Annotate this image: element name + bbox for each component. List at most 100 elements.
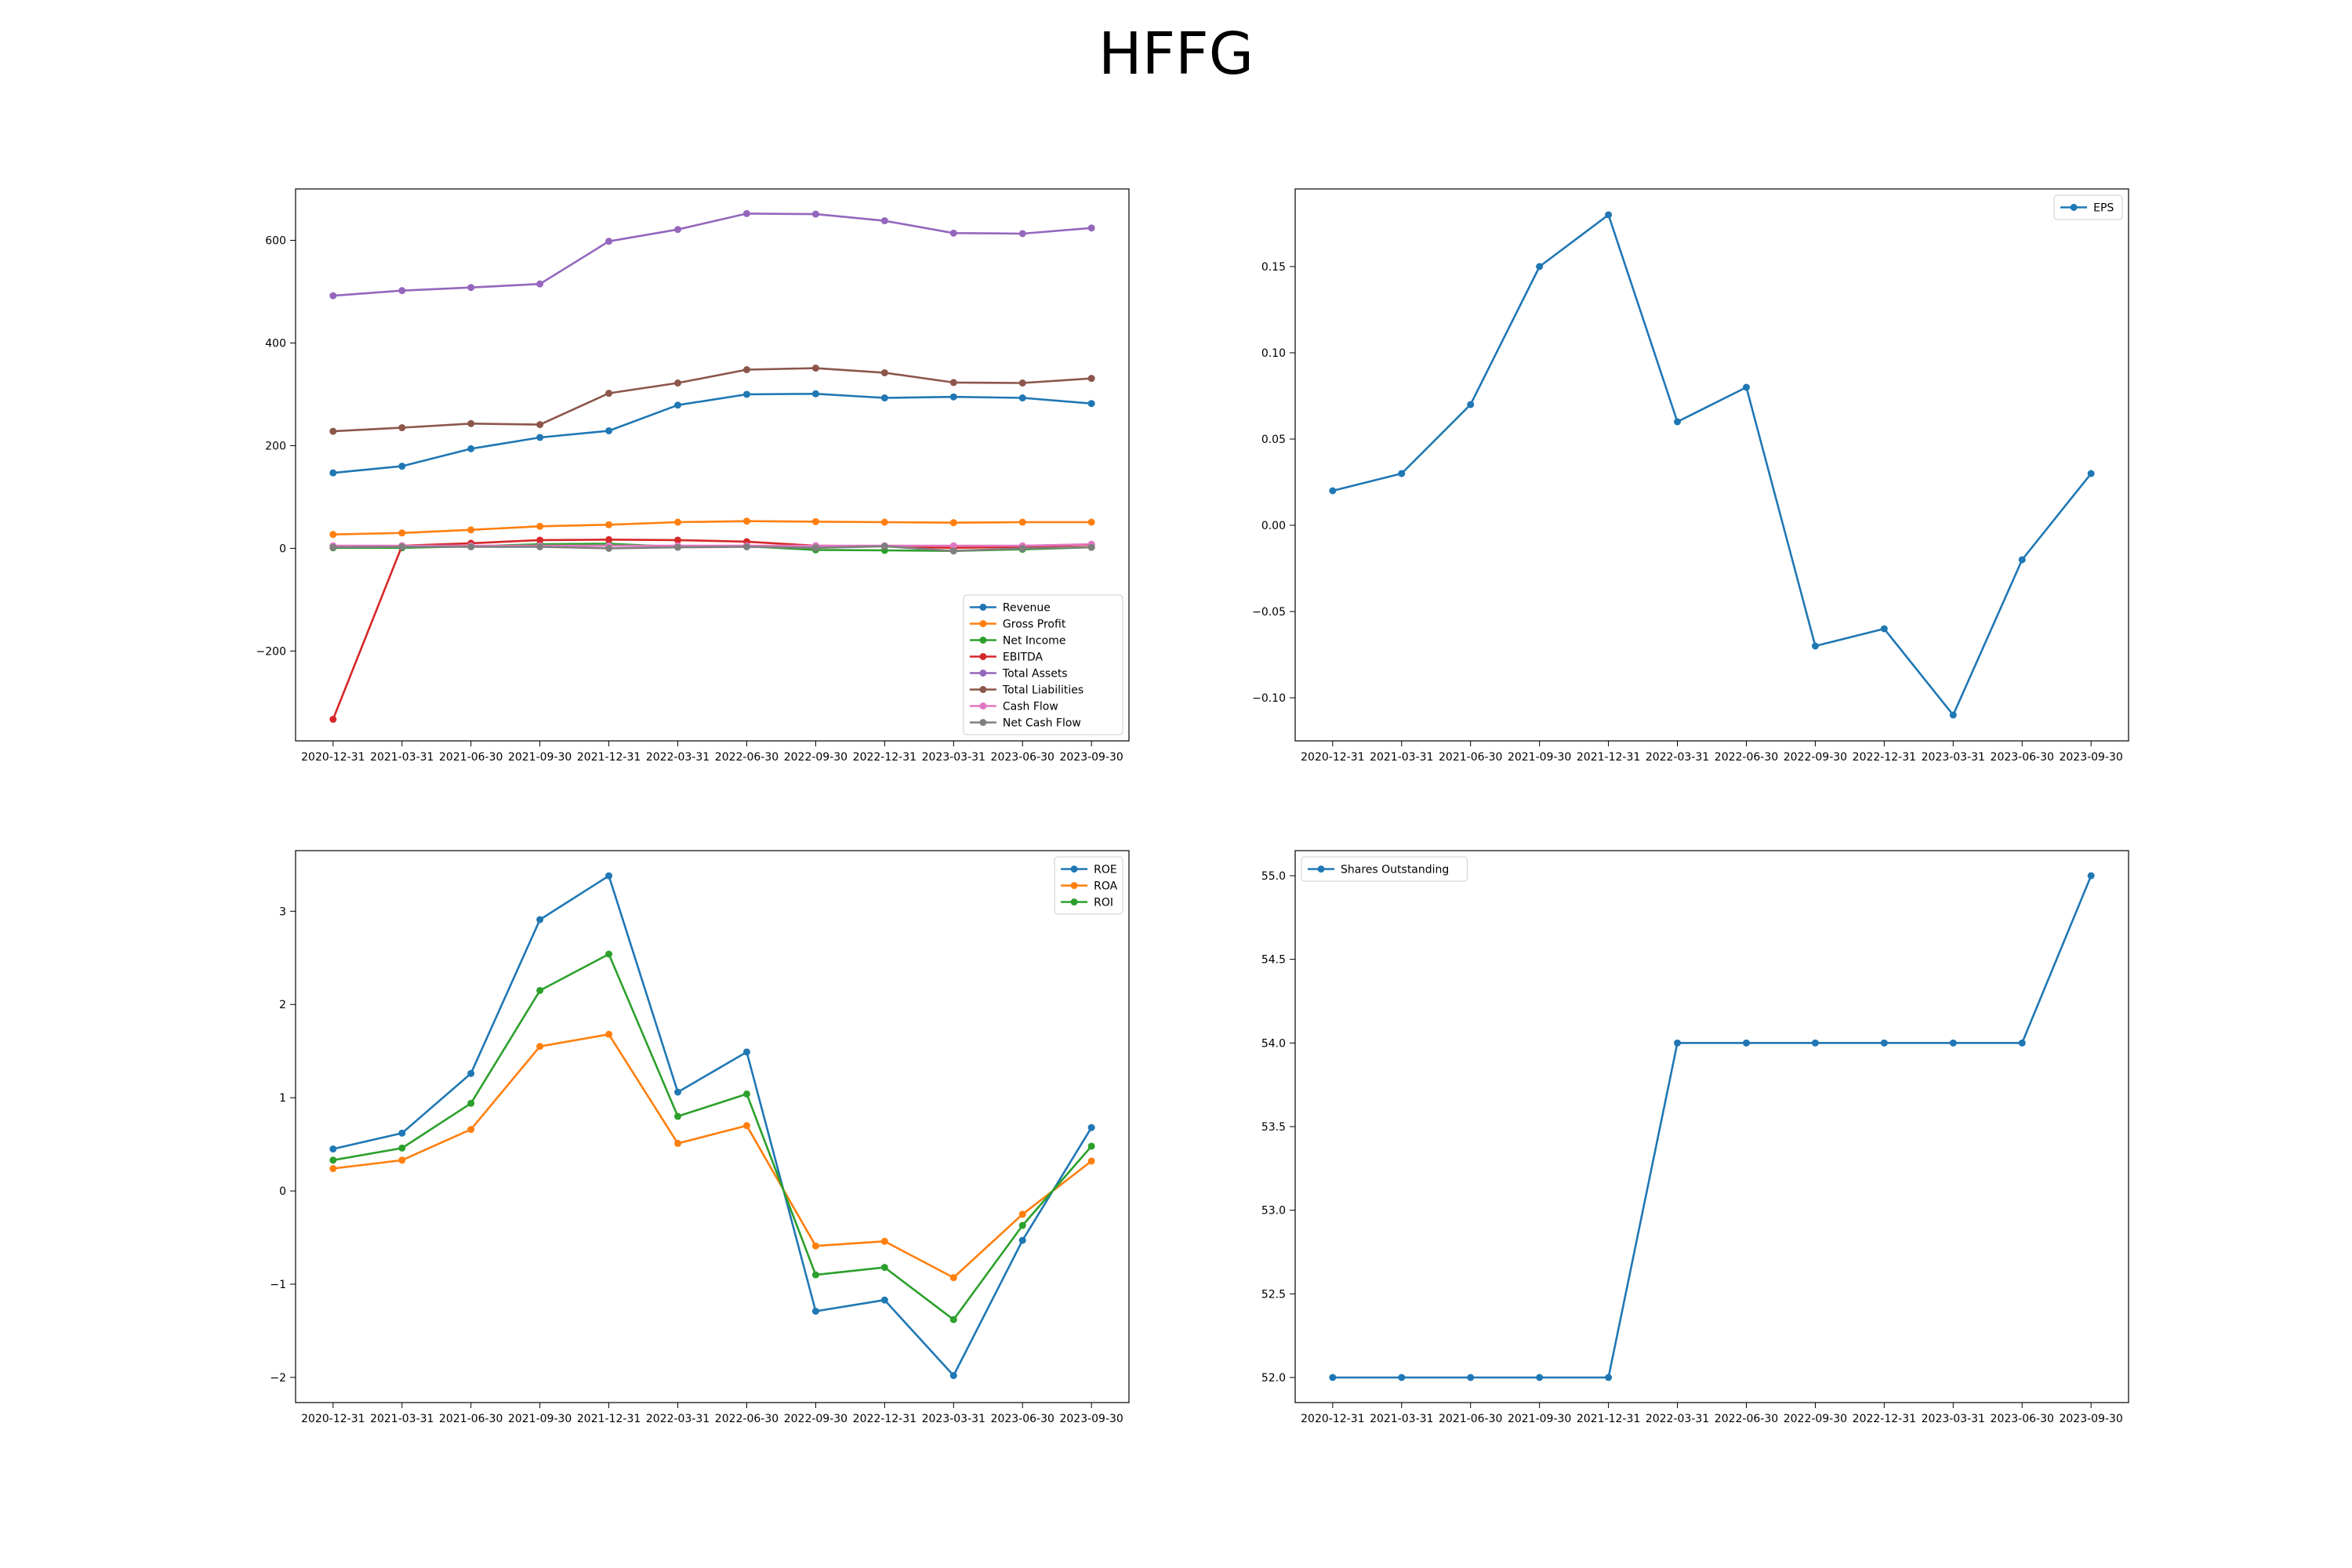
legend-label: Gross Profit — [1003, 619, 1066, 631]
data-point — [1087, 400, 1095, 408]
data-point — [329, 543, 337, 551]
x-tick-label: 2022-06-30 — [1715, 751, 1778, 764]
data-point — [1742, 1039, 1750, 1047]
data-point — [398, 1129, 406, 1137]
data-point — [329, 715, 337, 723]
data-point — [1087, 518, 1095, 526]
x-tick-label: 2021-09-30 — [508, 1413, 572, 1425]
legend-label: EPS — [2093, 202, 2114, 215]
data-point — [1018, 1210, 1026, 1218]
data-point — [398, 463, 406, 470]
y-tick-label: 55.0 — [1261, 870, 1286, 883]
data-point — [674, 226, 682, 234]
y-tick-label: 400 — [265, 337, 286, 350]
axes-frame — [1294, 850, 2129, 1403]
data-point — [1087, 375, 1095, 383]
legend-label: ROA — [1094, 880, 1118, 893]
legend-label: ROE — [1094, 864, 1117, 877]
data-point — [1087, 1142, 1095, 1150]
legend-label: Net Cash Flow — [1003, 717, 1081, 730]
data-point — [329, 469, 337, 477]
data-point — [536, 536, 544, 544]
data-point — [467, 284, 475, 292]
y-tick-label: −0.10 — [1252, 692, 1286, 705]
data-point — [949, 519, 957, 527]
x-tick-label: 2022-12-31 — [853, 751, 916, 764]
y-tick-label: 0.00 — [1261, 520, 1286, 532]
data-point — [1811, 642, 1819, 650]
y-tick-label: 0 — [279, 543, 286, 555]
data-point — [467, 1126, 475, 1134]
y-tick-label: 54.0 — [1261, 1037, 1286, 1050]
y-tick-label: 53.5 — [1261, 1121, 1286, 1134]
axes-frame — [295, 188, 1130, 742]
legend-label: Net Income — [1003, 635, 1066, 648]
series-line — [332, 1033, 1092, 1279]
data-point — [674, 1088, 682, 1096]
x-tick-label: 2021-06-30 — [439, 1413, 503, 1425]
legend-label: EBITDA — [1003, 652, 1044, 664]
data-point — [742, 209, 750, 217]
data-point — [674, 1112, 682, 1120]
data-point — [329, 1145, 337, 1153]
data-point — [880, 1296, 888, 1304]
y-tick-label: −0.05 — [1252, 606, 1286, 619]
data-point — [398, 287, 406, 295]
data-point — [398, 424, 406, 432]
legend-label: Cash Flow — [1003, 701, 1058, 713]
y-tick-label: 52.5 — [1261, 1288, 1286, 1301]
chart-panel-4: 2020-12-31 2021-03-31 2021-06-30 2021-09-30… — [1261, 850, 2129, 1425]
y-tick-label: 200 — [265, 440, 286, 452]
data-point — [880, 518, 888, 526]
data-point — [742, 1090, 750, 1098]
data-point — [2018, 556, 2026, 564]
x-tick-label: 2022-06-30 — [715, 1413, 779, 1425]
data-point — [2087, 872, 2095, 880]
data-point — [605, 950, 613, 958]
data-point — [811, 544, 819, 552]
x-tick-label: 2022-06-30 — [1715, 1413, 1778, 1425]
data-point — [1742, 383, 1750, 391]
x-tick-label: 2023-03-31 — [1922, 1413, 1985, 1425]
data-point — [605, 238, 613, 245]
data-point — [811, 210, 819, 218]
data-point — [398, 529, 406, 537]
data-point — [811, 1242, 819, 1250]
legend-label: Revenue — [1003, 602, 1051, 615]
data-point — [1018, 1221, 1026, 1229]
data-point — [811, 517, 819, 525]
data-point — [742, 517, 750, 525]
x-tick-label: 2022-09-30 — [1784, 1413, 1847, 1425]
data-point — [467, 1069, 475, 1077]
x-tick-label: 2021-12-31 — [1577, 1413, 1640, 1425]
data-point — [536, 916, 544, 924]
series-gross-profit — [329, 517, 1095, 539]
data-point — [536, 986, 544, 994]
data-point — [1605, 211, 1613, 219]
data-point — [1536, 263, 1544, 270]
data-point — [1018, 518, 1026, 526]
data-point — [674, 1139, 682, 1147]
data-point — [880, 543, 888, 550]
x-tick-label: 2022-03-31 — [646, 1413, 710, 1425]
series-eps — [1329, 211, 2095, 719]
data-point — [1087, 224, 1095, 232]
data-point — [605, 390, 613, 397]
x-tick-label: 2020-12-31 — [1301, 751, 1364, 764]
series-total-assets — [329, 209, 1095, 299]
data-point — [1398, 470, 1406, 477]
data-point — [1536, 1374, 1544, 1381]
y-tick-label: 52.0 — [1261, 1372, 1286, 1385]
series-line — [332, 543, 1092, 547]
axes-frame — [1294, 188, 2129, 742]
data-point — [605, 872, 613, 880]
data-point — [949, 1316, 957, 1323]
x-tick-label: 2022-12-31 — [1853, 1413, 1916, 1425]
data-point — [467, 526, 475, 534]
y-tick-label: 2 — [279, 999, 286, 1011]
series-line — [332, 545, 1092, 553]
x-tick-label: 2021-06-30 — [1439, 751, 1502, 764]
y-tick-label: 600 — [265, 234, 286, 247]
x-tick-label: 2021-12-31 — [577, 1413, 641, 1425]
